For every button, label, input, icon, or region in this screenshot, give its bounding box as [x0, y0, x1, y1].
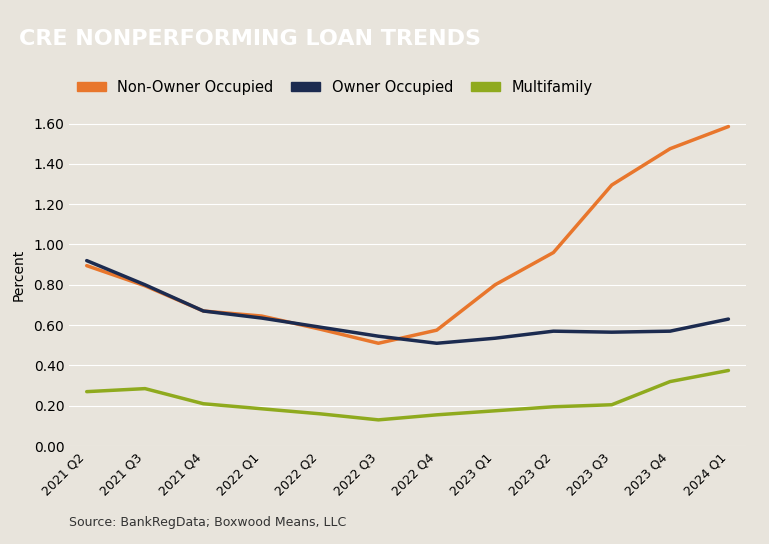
Y-axis label: Percent: Percent — [11, 249, 25, 301]
Text: Source: BankRegData; Boxwood Means, LLC: Source: BankRegData; Boxwood Means, LLC — [69, 516, 347, 529]
Text: CRE NONPERFORMING LOAN TRENDS: CRE NONPERFORMING LOAN TRENDS — [19, 29, 481, 49]
Legend: Non-Owner Occupied, Owner Occupied, Multifamily: Non-Owner Occupied, Owner Occupied, Mult… — [76, 79, 593, 95]
